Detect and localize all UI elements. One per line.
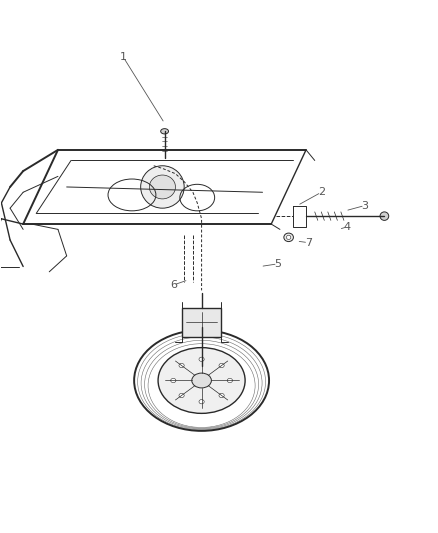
Text: 2: 2 [318,187,325,197]
Ellipse shape [149,175,176,199]
Ellipse shape [161,128,169,134]
Ellipse shape [192,373,212,388]
Text: 1: 1 [120,52,127,62]
Text: 5: 5 [274,259,281,269]
Ellipse shape [158,348,245,414]
Ellipse shape [171,378,176,383]
Text: 4: 4 [344,222,351,232]
Text: 7: 7 [305,238,312,248]
Ellipse shape [227,378,233,383]
Ellipse shape [219,393,224,398]
Ellipse shape [199,357,204,361]
Ellipse shape [380,212,389,220]
Ellipse shape [199,400,204,404]
Ellipse shape [141,166,184,208]
Text: 3: 3 [361,200,368,211]
FancyBboxPatch shape [182,308,221,337]
Ellipse shape [179,393,184,398]
Ellipse shape [179,364,184,368]
Text: 6: 6 [170,280,177,290]
Ellipse shape [286,235,291,239]
Ellipse shape [219,364,224,368]
Ellipse shape [284,233,293,241]
